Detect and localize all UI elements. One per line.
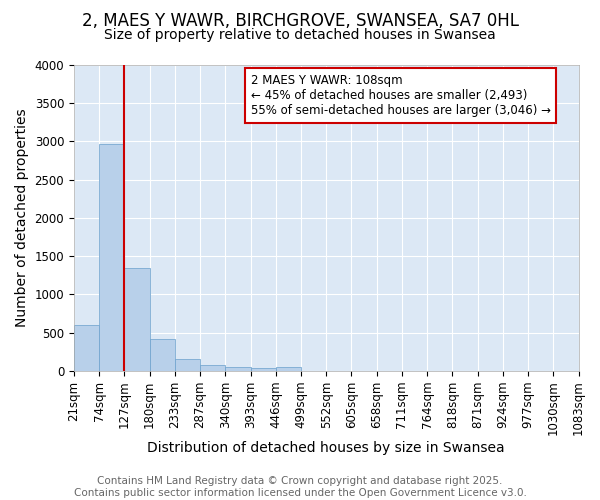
Bar <box>149 339 175 371</box>
Text: Contains HM Land Registry data © Crown copyright and database right 2025.
Contai: Contains HM Land Registry data © Crown c… <box>74 476 526 498</box>
Bar <box>74 325 99 371</box>
Bar <box>175 358 200 371</box>
Bar <box>124 268 149 371</box>
Bar <box>251 368 276 371</box>
Text: 2 MAES Y WAWR: 108sqm
← 45% of detached houses are smaller (2,493)
55% of semi-d: 2 MAES Y WAWR: 108sqm ← 45% of detached … <box>251 74 551 117</box>
Text: 2, MAES Y WAWR, BIRCHGROVE, SWANSEA, SA7 0HL: 2, MAES Y WAWR, BIRCHGROVE, SWANSEA, SA7… <box>82 12 518 30</box>
Text: Size of property relative to detached houses in Swansea: Size of property relative to detached ho… <box>104 28 496 42</box>
Bar <box>99 144 124 371</box>
X-axis label: Distribution of detached houses by size in Swansea: Distribution of detached houses by size … <box>148 441 505 455</box>
Y-axis label: Number of detached properties: Number of detached properties <box>15 108 29 328</box>
Bar <box>225 367 251 371</box>
Bar <box>276 367 301 371</box>
Bar <box>200 365 225 371</box>
